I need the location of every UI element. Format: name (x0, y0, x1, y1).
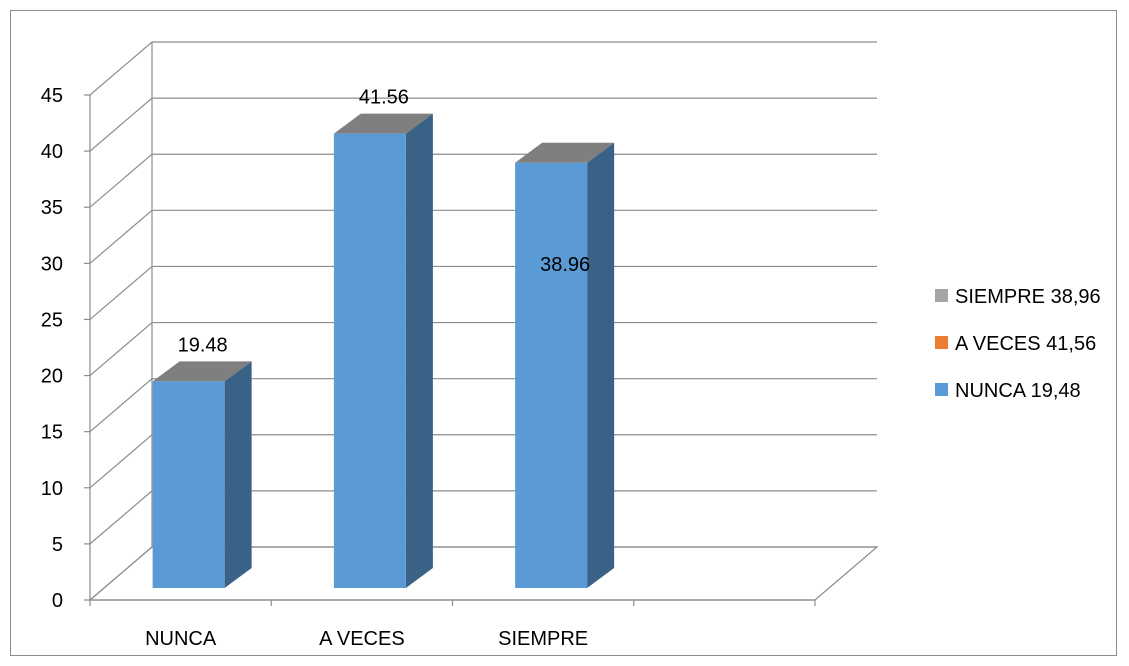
y-tick-label: 15 (41, 422, 63, 444)
y-tick-label: 20 (41, 366, 63, 388)
bar-top (152, 361, 252, 382)
bar-side (224, 361, 252, 588)
gridlines (89, 41, 877, 601)
gridline-side (89, 153, 153, 208)
legend-swatch (935, 289, 948, 302)
legend-label: A VECES 41,56 (955, 333, 1096, 355)
gridline-side (89, 490, 153, 545)
data-label: 41.56 (359, 87, 409, 109)
gridline-side (89, 97, 153, 152)
bar-top (333, 113, 433, 134)
y-tick-label: 10 (41, 478, 63, 500)
legend-label: SIEMPRE 38,96 (955, 286, 1101, 308)
gridline-side (89, 378, 153, 433)
y-tick-label: 45 (41, 85, 63, 107)
y-tick-label: 0 (52, 590, 63, 612)
gridline-side (89, 322, 153, 377)
y-tick-label: 35 (41, 197, 63, 219)
y-tick-label: 5 (52, 534, 63, 556)
y-tick-label: 25 (41, 309, 63, 331)
gridline-side (89, 546, 153, 601)
x-tick-label: A VECES (319, 628, 405, 650)
bars (152, 113, 615, 589)
bar-siempre (515, 162, 588, 588)
gridline-side (89, 209, 153, 264)
y-tick-label: 30 (41, 253, 63, 275)
bar-side (405, 113, 433, 589)
y-axis-ticks: 0 5 10 15 20 25 30 35 40 45 (41, 85, 90, 612)
bar-side (587, 142, 615, 588)
x-tick-label: NUNCA (145, 628, 217, 650)
x-tick-label: SIEMPRE (498, 628, 588, 650)
data-label: 19.48 (178, 334, 228, 356)
x-axis-ticks: NUNCA A VECES SIEMPRE (89, 600, 816, 650)
legend-label: NUNCA 19,48 (955, 380, 1081, 402)
data-labels: 19.48 41.56 38.96 (178, 87, 591, 357)
data-label: 38.96 (540, 254, 590, 276)
bar-nunca (152, 381, 225, 588)
legend: SIEMPRE 38,96 A VECES 41,56 NUNCA 19,48 (935, 286, 1101, 402)
gridline-side (89, 265, 153, 320)
bar-a-veces (333, 133, 406, 589)
legend-swatch (935, 336, 948, 349)
y-tick-label: 40 (41, 141, 63, 163)
gridline-side (89, 41, 153, 96)
bar-top (515, 142, 615, 163)
gridline-side (89, 434, 153, 489)
legend-swatch (935, 383, 948, 396)
